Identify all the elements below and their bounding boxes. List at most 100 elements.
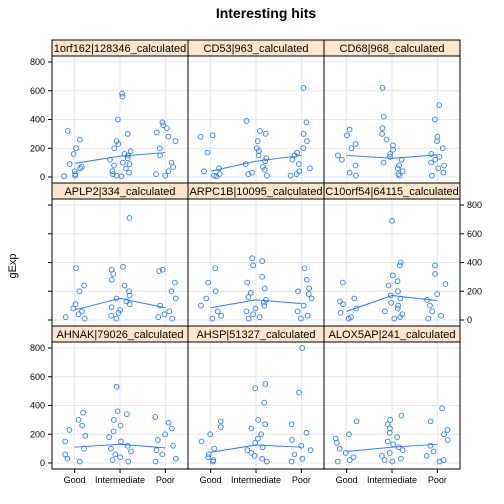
- panel: CD53|963_calculated: [187, 39, 325, 184]
- data-point: [250, 262, 256, 269]
- data-point: [342, 450, 349, 456]
- data-point: [156, 268, 163, 274]
- data-point: [304, 312, 311, 319]
- data-point: [299, 345, 306, 351]
- data-point: [288, 458, 295, 465]
- data-point: [115, 309, 122, 316]
- data-point: [440, 169, 447, 176]
- data-point: [303, 429, 310, 436]
- y-tick-label: 400: [467, 258, 482, 268]
- data-point: [73, 145, 79, 152]
- data-point: [243, 308, 250, 315]
- data-point: [250, 311, 256, 318]
- data-point: [124, 442, 131, 449]
- data-point: [434, 133, 441, 140]
- data-point: [432, 271, 438, 277]
- data-point: [76, 288, 83, 295]
- data-point: [127, 148, 134, 154]
- data-point: [217, 418, 224, 425]
- data-point: [308, 295, 315, 302]
- strip-label: ALOX5AP|241_calculated: [329, 329, 456, 341]
- data-point: [351, 295, 358, 302]
- data-point: [108, 276, 115, 283]
- data-point: [398, 412, 405, 419]
- x-tick-label: Intermediate: [95, 475, 145, 485]
- data-point: [218, 312, 224, 319]
- data-point: [113, 383, 120, 390]
- data-point: [169, 315, 176, 322]
- data-point: [352, 141, 359, 147]
- data-point: [289, 156, 296, 163]
- data-point: [298, 315, 304, 322]
- data-point: [159, 119, 166, 126]
- data-point: [245, 294, 252, 300]
- data-point: [207, 431, 213, 438]
- data-point: [212, 288, 219, 295]
- data-point: [126, 215, 133, 221]
- data-point: [66, 161, 73, 167]
- data-point: [252, 385, 259, 392]
- data-point: [170, 442, 176, 449]
- data-point: [384, 421, 391, 428]
- data-point: [399, 168, 406, 175]
- y-tick-label: 800: [30, 343, 45, 353]
- mean-line: [210, 154, 302, 172]
- data-point: [213, 173, 220, 180]
- data-point: [162, 172, 169, 179]
- data-point: [444, 437, 451, 443]
- data-point: [344, 132, 350, 139]
- data-point: [159, 451, 166, 458]
- data-point: [169, 425, 175, 432]
- data-point: [172, 455, 179, 462]
- data-point: [128, 448, 134, 455]
- y-tick-label: 0: [40, 458, 45, 468]
- data-point: [157, 152, 163, 159]
- data-point: [108, 312, 114, 319]
- data-point: [294, 308, 301, 315]
- data-point: [380, 159, 387, 166]
- y-tick-label: 800: [467, 200, 482, 210]
- mean-line: [346, 154, 438, 159]
- data-point: [82, 432, 89, 439]
- strip-label: CD53|963_calculated: [204, 43, 309, 55]
- data-point: [118, 173, 125, 180]
- data-point: [337, 298, 343, 305]
- mean-line: [346, 443, 438, 452]
- panel: AHNAK|79026_calculated: [51, 325, 189, 470]
- data-point: [394, 305, 401, 312]
- data-point: [117, 307, 123, 313]
- data-point: [79, 422, 85, 429]
- data-point: [394, 434, 400, 440]
- data-point: [427, 418, 434, 425]
- data-point: [245, 171, 252, 177]
- strip-label: C10orf54|64115_calculated: [325, 186, 459, 198]
- data-point: [211, 445, 218, 452]
- data-point: [256, 128, 263, 134]
- data-point: [396, 172, 403, 179]
- data-point: [345, 315, 352, 322]
- data-point: [335, 152, 341, 159]
- data-point: [295, 288, 301, 295]
- data-point: [248, 450, 255, 456]
- data-point: [112, 451, 119, 458]
- data-point: [395, 302, 401, 309]
- panel: 1orf162|128346_calculated: [51, 39, 189, 184]
- data-point: [252, 305, 259, 312]
- data-point: [385, 282, 392, 289]
- data-point: [291, 152, 298, 159]
- data-point: [77, 136, 83, 143]
- data-point: [427, 302, 433, 309]
- data-point: [438, 312, 444, 319]
- data-point: [243, 118, 250, 124]
- data-point: [114, 116, 121, 123]
- data-point: [346, 431, 352, 438]
- y-tick-label: 200: [467, 286, 482, 296]
- data-point: [305, 291, 312, 297]
- data-point: [211, 172, 217, 179]
- y-tick-label: 800: [30, 57, 45, 67]
- data-point: [436, 102, 443, 108]
- data-point: [259, 258, 266, 264]
- data-point: [387, 151, 393, 157]
- data-point: [123, 298, 130, 305]
- data-point: [333, 440, 340, 446]
